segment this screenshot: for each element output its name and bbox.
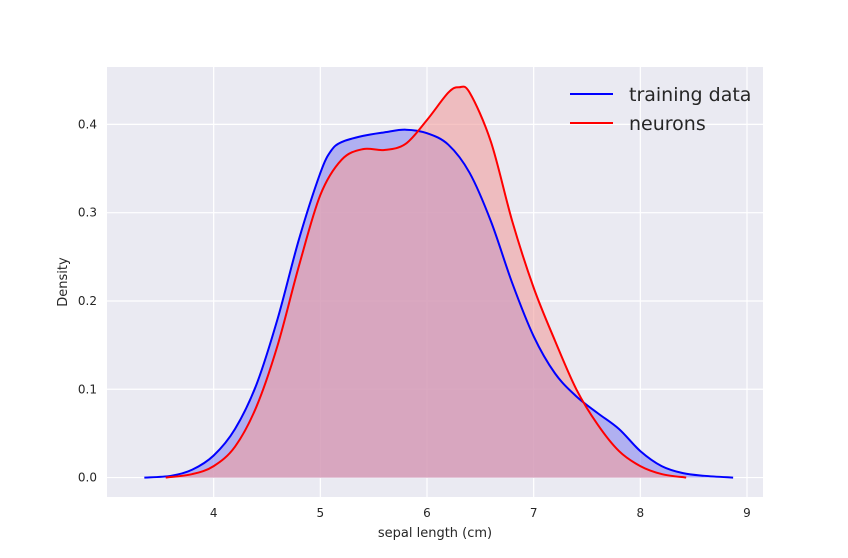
x-tick-label-2: 6 — [423, 506, 431, 520]
x-tick-label-4: 8 — [637, 506, 645, 520]
y-tick-label-1: 0.1 — [78, 382, 97, 396]
y-tick-label-0: 0.0 — [78, 471, 97, 485]
density-area-neurons — [165, 86, 687, 478]
legend-label-training-data: training data — [629, 84, 751, 106]
density-lines — [144, 85, 734, 479]
legend: training data neurons — [570, 84, 751, 135]
y-tick-labels: 0.0 0.1 0.2 0.3 0.4 — [78, 117, 97, 484]
y-axis-label: Density — [56, 257, 71, 307]
x-tick-label-1: 5 — [317, 506, 325, 520]
y-tick-label-3: 0.3 — [78, 206, 97, 220]
y-tick-label-2: 0.2 — [78, 294, 97, 308]
legend-label-neurons: neurons — [629, 113, 706, 135]
density-line-training-data — [144, 128, 734, 479]
density-line-neurons — [165, 85, 687, 479]
x-axis-label: sepal length (cm) — [378, 526, 492, 541]
density-areas — [144, 86, 734, 478]
x-tick-label-3: 7 — [530, 506, 538, 520]
x-tick-label-0: 4 — [210, 506, 218, 520]
y-tick-label-4: 0.4 — [78, 117, 97, 131]
x-tick-label-5: 9 — [743, 506, 751, 520]
x-tick-labels: 4 5 6 7 8 9 — [210, 506, 751, 520]
